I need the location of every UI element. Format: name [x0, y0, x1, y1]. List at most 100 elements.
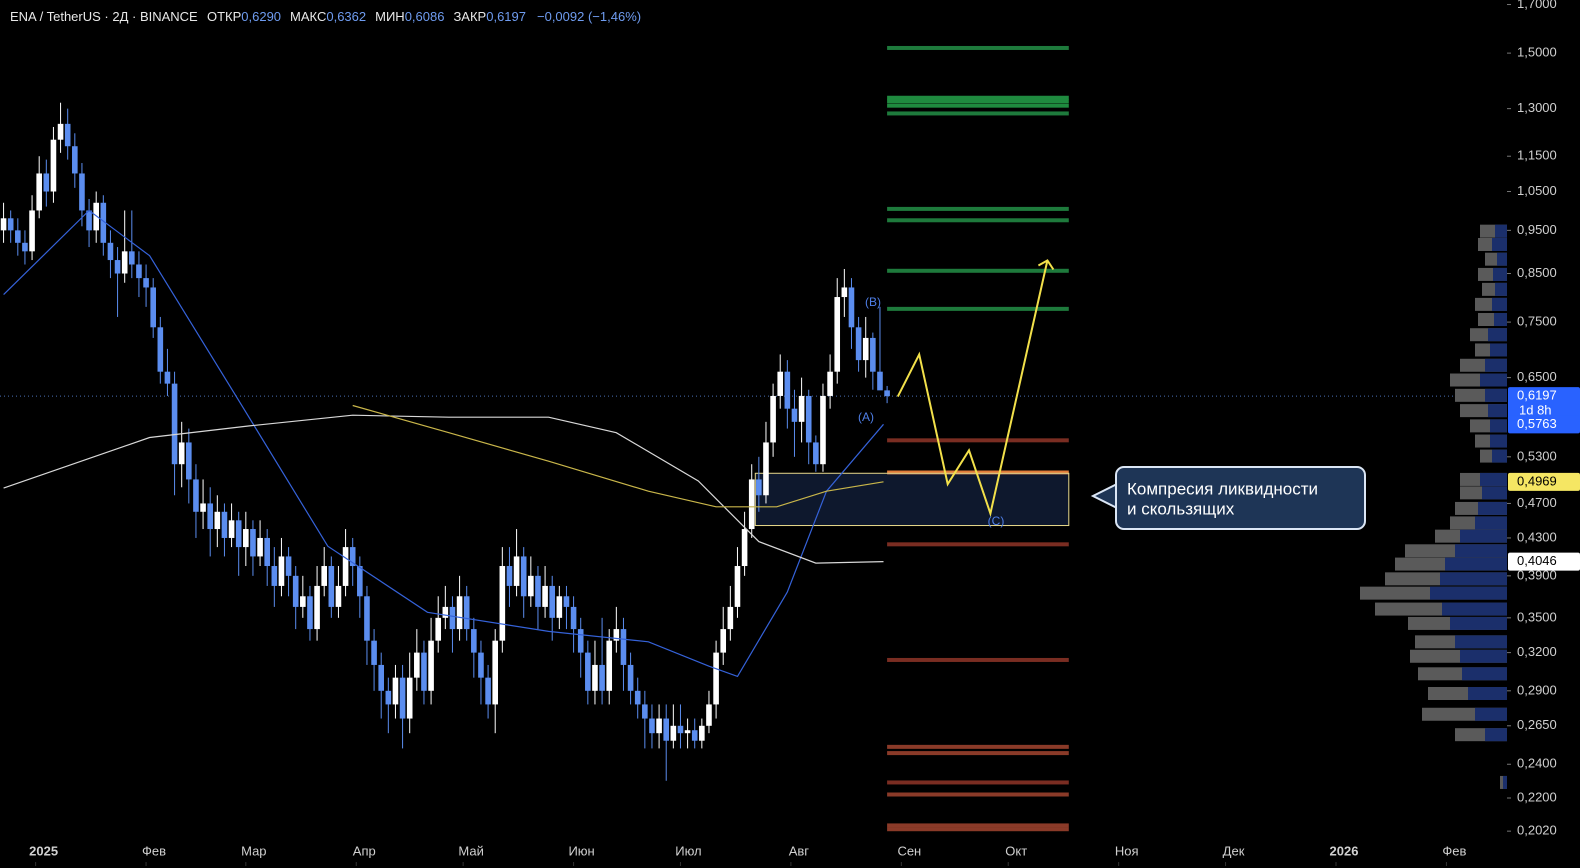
- candle-body: [385, 690, 392, 705]
- y-tick-label: 0,6500: [1517, 369, 1557, 384]
- y-tick-label: 0,9500: [1517, 222, 1557, 237]
- volume-up: [1442, 602, 1507, 616]
- volume-up: [1475, 707, 1507, 721]
- candle-body: [456, 596, 463, 630]
- level-line: [887, 103, 1069, 108]
- candle-body: [563, 596, 570, 607]
- candle-body: [556, 596, 563, 618]
- candle-body: [342, 547, 349, 586]
- volume-up: [1480, 472, 1507, 486]
- candle-body: [321, 566, 328, 586]
- candle-body: [235, 520, 242, 548]
- candle-body: [805, 395, 812, 443]
- wave-label: (A): [858, 410, 874, 424]
- candle-body: [7, 218, 14, 231]
- y-tick-label: 1,1500: [1517, 148, 1557, 163]
- x-tick-label: 2026: [1330, 843, 1359, 858]
- candle-body: [29, 210, 35, 252]
- candle-body: [485, 677, 491, 705]
- candle-body: [884, 390, 890, 397]
- candle-body: [841, 287, 848, 298]
- volume-up: [1445, 557, 1507, 571]
- y-tick-label: 0,2020: [1517, 823, 1557, 838]
- level-line: [887, 95, 1069, 100]
- projection-path: [896, 260, 1049, 518]
- volume-up: [1480, 373, 1507, 387]
- candle-body: [713, 652, 719, 705]
- volume-up: [1450, 616, 1507, 630]
- level-line: [887, 438, 1069, 443]
- level-line: [887, 657, 1069, 662]
- volume-up: [1468, 686, 1507, 700]
- candle-body: [463, 596, 470, 630]
- candle-body: [257, 537, 263, 557]
- candle-body: [193, 479, 199, 512]
- x-tick-label: Фев: [142, 843, 166, 858]
- y-tick-label: 1,7000: [1517, 0, 1557, 11]
- volume-up: [1440, 572, 1507, 586]
- candle-body: [663, 718, 670, 741]
- candle-body: [720, 629, 727, 653]
- level-line: [887, 542, 1069, 547]
- volume-up: [1494, 313, 1507, 327]
- price-marker: [1508, 552, 1580, 571]
- candle-body: [143, 278, 149, 288]
- x-tick-label: Июл: [675, 843, 701, 858]
- candle-body: [114, 260, 121, 274]
- volume-up: [1495, 282, 1507, 296]
- wave-label: (B): [865, 295, 881, 309]
- level-line: [887, 470, 1069, 475]
- volume-up: [1495, 224, 1507, 238]
- symbol: ENA / TetherUS · 2Д · BINANCE: [10, 9, 198, 24]
- candle-body: [627, 664, 634, 691]
- candle-body: [93, 202, 99, 231]
- callout-text: Компресия ликвидности: [1127, 479, 1318, 498]
- callout-box: [1115, 466, 1366, 530]
- y-tick-label: 0,8500: [1517, 265, 1557, 280]
- candle-body: [734, 566, 741, 607]
- candle-body: [699, 725, 705, 741]
- y-tick-label: 0,4300: [1517, 529, 1557, 544]
- x-tick-label: Апр: [353, 843, 376, 858]
- candle-body: [0, 218, 7, 231]
- level-line: [887, 792, 1069, 797]
- candle-body: [599, 664, 605, 691]
- candle-body: [592, 664, 598, 691]
- y-tick-label: 1,0500: [1517, 183, 1557, 198]
- candle-body: [784, 371, 791, 409]
- candle-body: [278, 556, 285, 586]
- candle-body: [435, 617, 442, 641]
- candle-body: [364, 596, 370, 641]
- x-tick-label: Ноя: [1115, 843, 1139, 858]
- candle-body: [72, 146, 78, 174]
- candle-body: [314, 585, 320, 630]
- volume-up: [1485, 358, 1507, 372]
- level-line: [887, 111, 1069, 116]
- volume-up: [1490, 434, 1507, 448]
- level-line: [887, 744, 1069, 749]
- y-tick-label: 0,2900: [1517, 682, 1557, 697]
- y-tick-label: 1,5000: [1517, 45, 1557, 60]
- candle-body: [642, 704, 648, 719]
- candle-body: [813, 442, 819, 465]
- candle-body: [136, 264, 142, 279]
- candle-body: [442, 606, 449, 618]
- x-tick-label: Фев: [1442, 843, 1466, 858]
- x-tick-label: Авг: [789, 843, 810, 858]
- candle-body: [748, 479, 755, 530]
- price-marker: [1508, 472, 1580, 491]
- candle-body: [513, 556, 520, 586]
- y-tick-label: 0,2200: [1517, 789, 1557, 804]
- candle-body: [585, 652, 591, 691]
- y-tick-label: 0,2400: [1517, 756, 1557, 771]
- candle-body: [535, 575, 541, 607]
- y-tick-label: 0,3500: [1517, 609, 1557, 624]
- volume-up: [1460, 529, 1507, 543]
- candle-body: [271, 566, 278, 586]
- candle-body: [406, 677, 413, 719]
- level-line: [887, 99, 1069, 104]
- candle-body: [292, 575, 299, 607]
- candle-body: [478, 652, 484, 678]
- candle-body: [741, 529, 748, 567]
- candle-body: [392, 677, 399, 705]
